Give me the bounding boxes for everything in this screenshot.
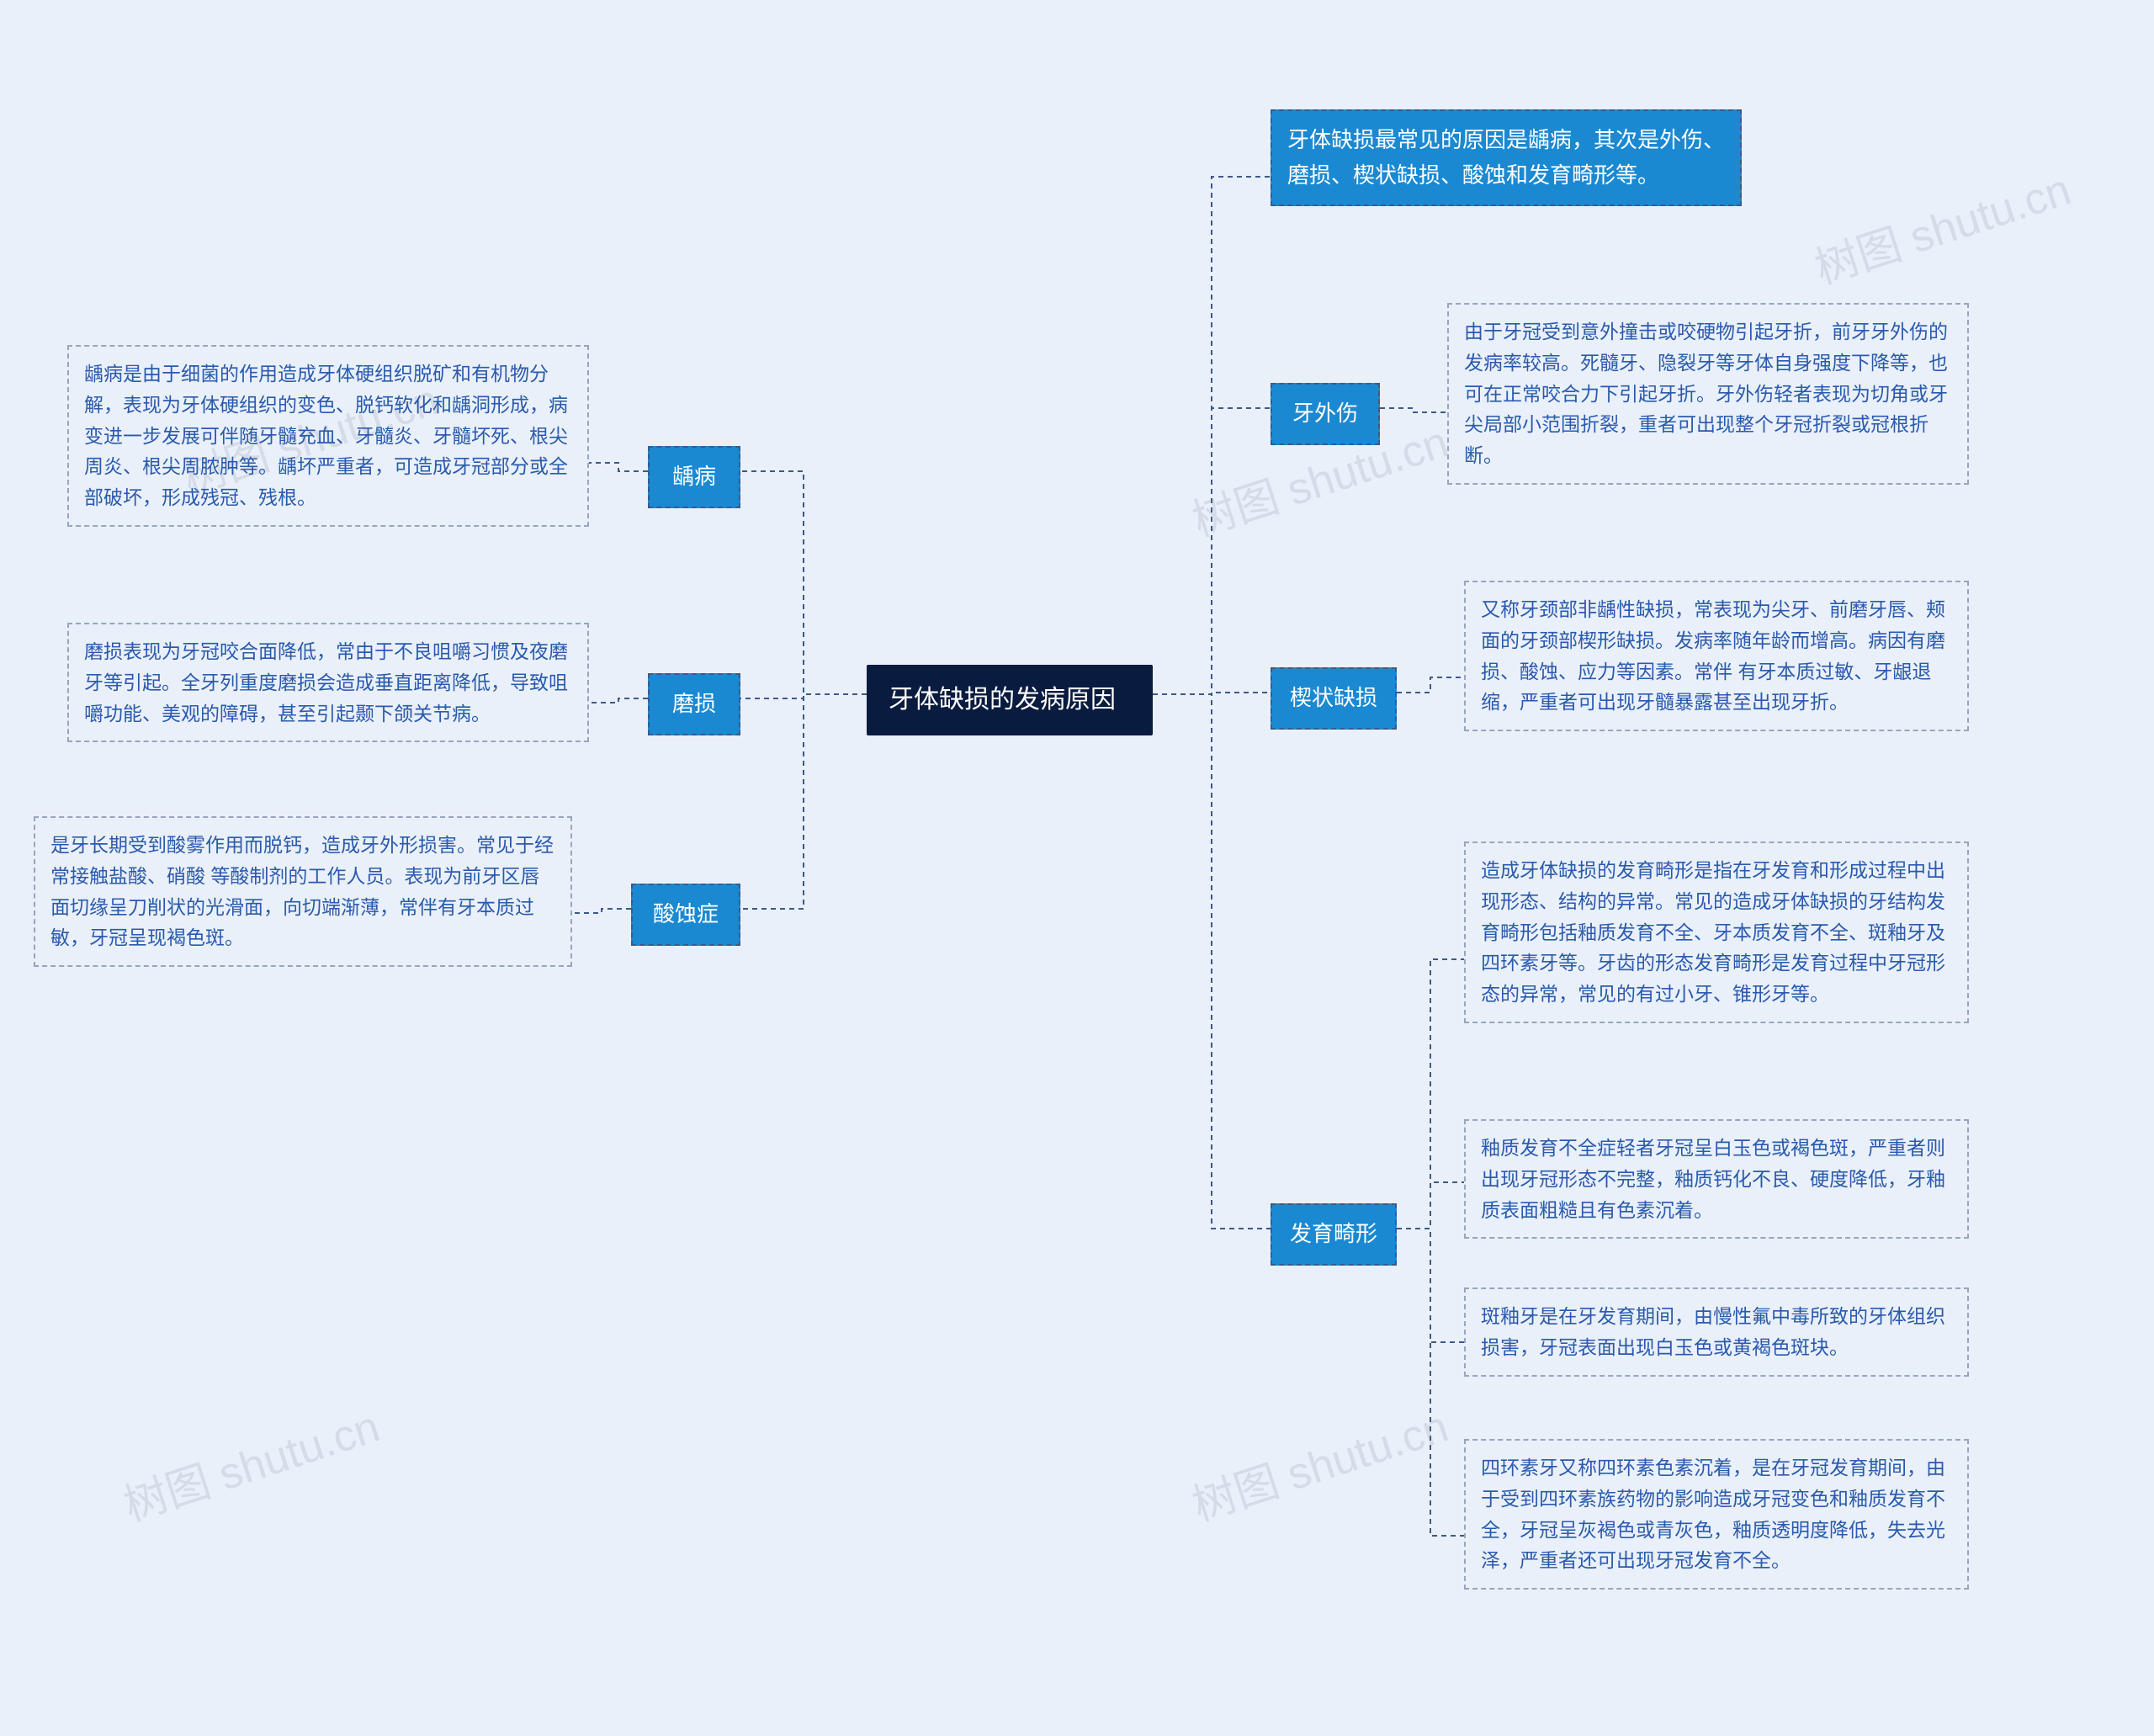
leaf-fayu-1: 釉质发育不全症轻者牙冠呈白玉色或褐色斑，严重者则出现牙冠形态不完整，釉质钙化不良… — [1464, 1119, 1969, 1239]
leaf-fayu-2: 斑釉牙是在牙发育期间，由慢性氟中毒所致的牙体组织损害，牙冠表面出现白玉色或黄褐色… — [1464, 1287, 1969, 1377]
branch-mosun: 磨损 — [648, 673, 740, 735]
leaf-mosun: 磨损表现为牙冠咬合面降低，常由于不良咀嚼习惯及夜磨牙等引起。全牙列重度磨损会造成… — [67, 623, 589, 742]
leaf-xiezhuang: 又称牙颈部非龋性缺损，常表现为尖牙、前磨牙唇、颊面的牙颈部楔形缺损。发病率随年龄… — [1464, 581, 1969, 731]
leaf-fayu-3: 四环素牙又称四环素色素沉着，是在牙冠发育期间，由于受到四环素族药物的影响造成牙冠… — [1464, 1439, 1969, 1590]
intro-node: 牙体缺损最常见的原因是龋病，其次是外伤、磨损、楔状缺损、酸蚀和发育畸形等。 — [1271, 109, 1742, 206]
center-node: 牙体缺损的发病原因 — [867, 665, 1153, 735]
branch-fayujixing: 发育畸形 — [1271, 1203, 1397, 1266]
leaf-qubing: 龋病是由于细菌的作用造成牙体硬组织脱矿和有机物分解，表现为牙体硬组织的变色、脱钙… — [67, 345, 589, 527]
leaf-waishang: 由于牙冠受到意外撞击或咬硬物引起牙折，前牙牙外伤的发病率较高。死髓牙、隐裂牙等牙… — [1447, 303, 1969, 485]
branch-waishang: 牙外伤 — [1271, 383, 1380, 445]
leaf-fayu-0: 造成牙体缺损的发育畸形是指在牙发育和形成过程中出现形态、结构的异常。常见的造成牙… — [1464, 841, 1969, 1023]
watermark: 树图 shutu.cn — [114, 1391, 386, 1533]
branch-suanshi: 酸蚀症 — [631, 884, 740, 946]
leaf-suanshi: 是牙长期受到酸雾作用而脱钙，造成牙外形损害。常见于经常接触盐酸、硝酸 等酸制剂的… — [34, 816, 572, 967]
branch-xiezhuang: 楔状缺损 — [1271, 667, 1397, 730]
watermark: 树图 shutu.cn — [1806, 154, 2077, 296]
watermark: 树图 shutu.cn — [1183, 1391, 1455, 1533]
branch-qubing: 龋病 — [648, 446, 740, 508]
mindmap-canvas: 树图 shutu.cn 树图 shutu.cn 树图 shutu.cn 树图 s… — [0, 0, 2154, 1736]
